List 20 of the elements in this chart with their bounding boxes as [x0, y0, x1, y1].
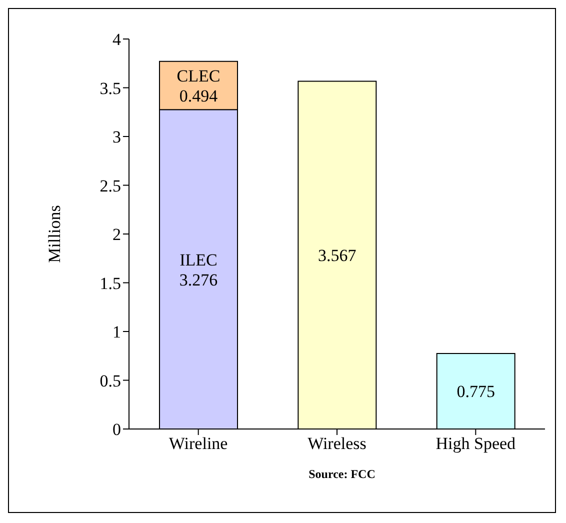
- y-tick-label: 4: [112, 30, 122, 50]
- y-tick-label: 2: [112, 225, 121, 244]
- y-tick-label: 1: [112, 322, 121, 342]
- data-label: 0.775: [456, 382, 495, 402]
- x-tick-label: High Speed: [436, 434, 516, 454]
- y-tick-label: 3.5: [100, 78, 121, 98]
- x-tick-label: Wireless: [308, 434, 366, 454]
- y-tick-label: 0.5: [100, 371, 121, 390]
- series-label: ILEC: [180, 250, 218, 270]
- data-label: 3.567: [318, 246, 357, 266]
- y-tick-label: 0: [112, 420, 121, 440]
- y-tick-label: 1.5: [100, 274, 121, 293]
- series-label: CLEC: [176, 66, 220, 86]
- data-label: 0.494: [179, 86, 218, 106]
- data-label: 3.276: [179, 270, 218, 290]
- y-axis-title: Millions: [45, 205, 64, 263]
- x-tick-label: Wireline: [168, 434, 228, 454]
- y-tick-label: 3: [112, 128, 121, 147]
- source-note: Source: FCC: [308, 467, 376, 482]
- y-tick-label: 2.5: [100, 176, 121, 196]
